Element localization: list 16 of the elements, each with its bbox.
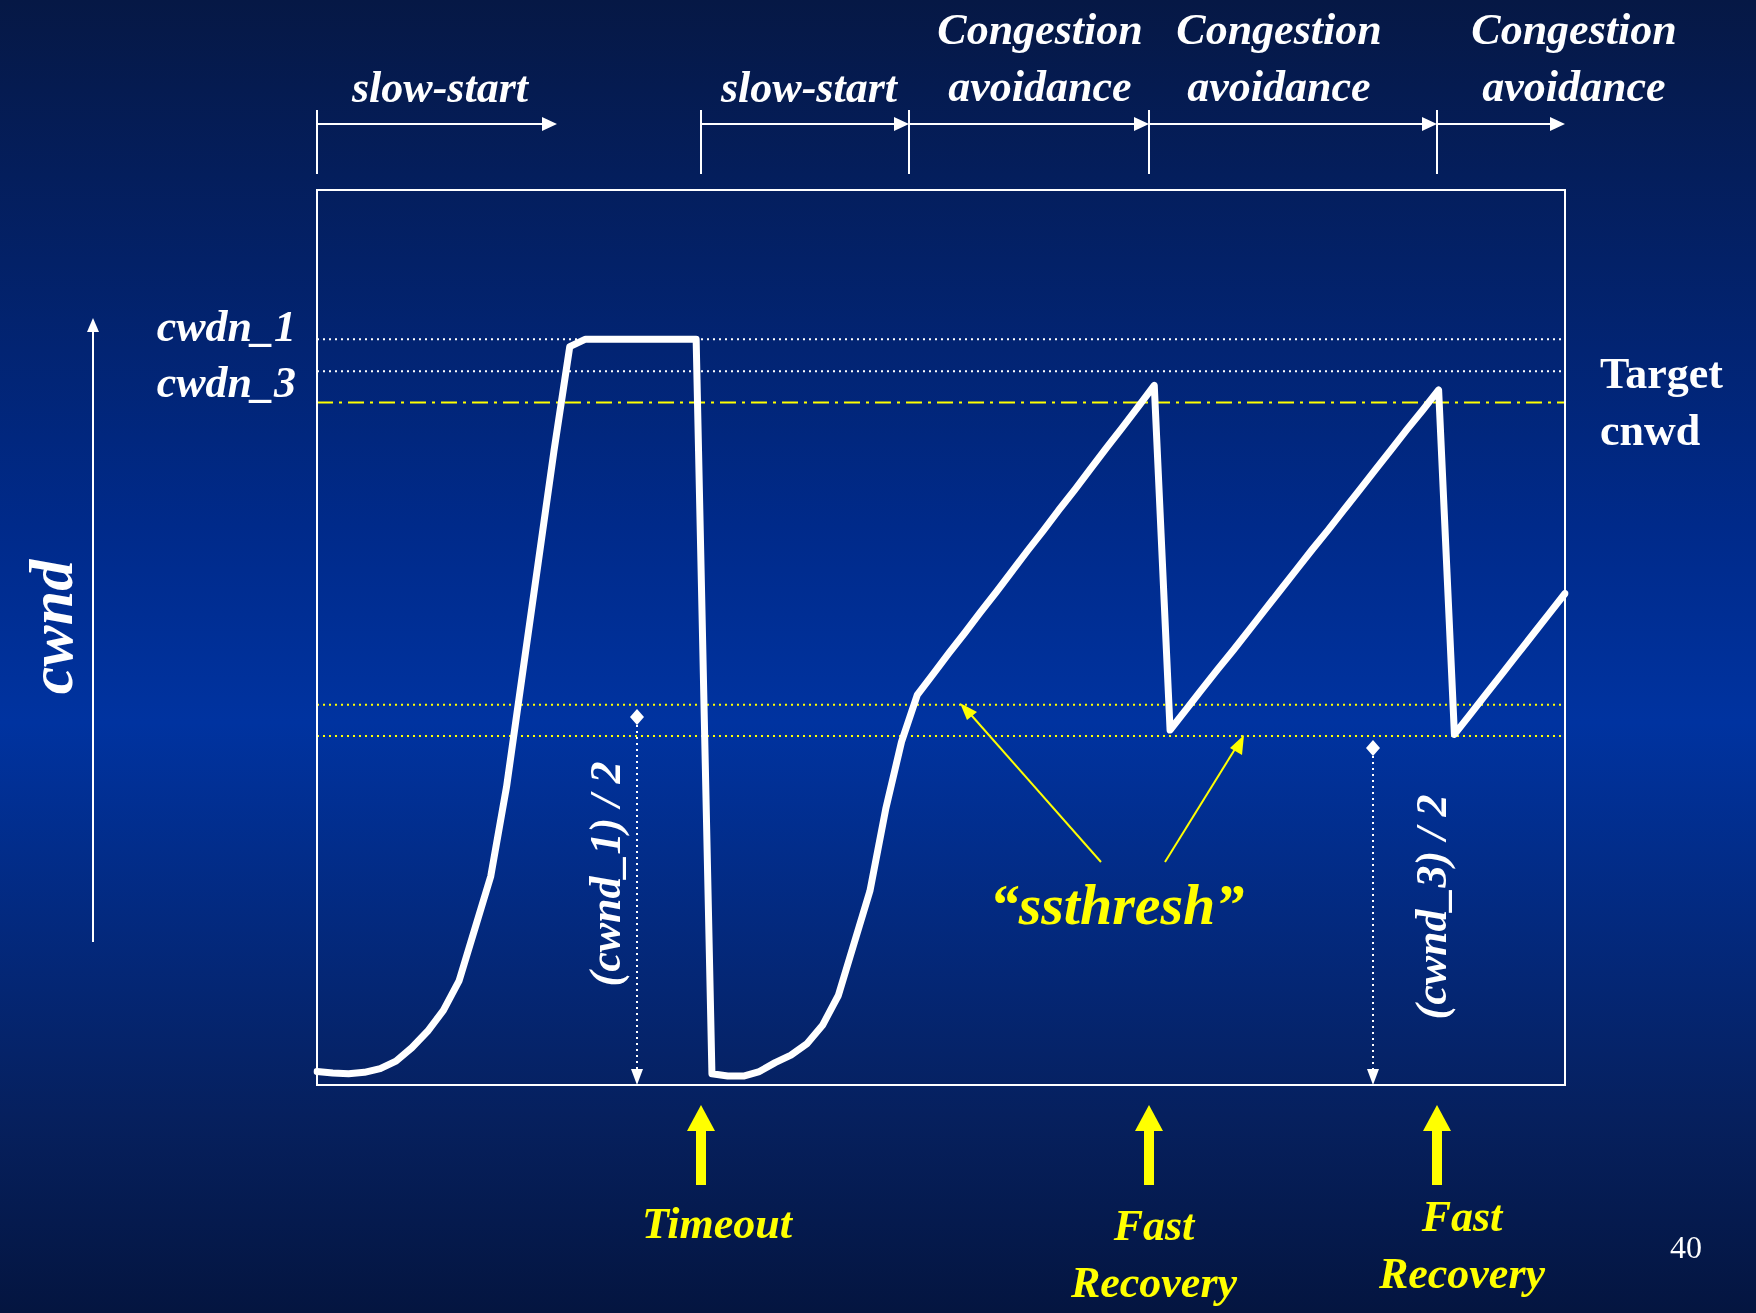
text: Congestion avoidance: [1175, 3, 1383, 113]
annotation: (cwnd_3) / 2: [1405, 794, 1457, 1020]
text: slow-start: [351, 61, 529, 114]
annotation: “ssthresh”: [989, 870, 1245, 939]
text: slow-start: [720, 61, 898, 114]
ref-line-label: cwdn_1: [156, 301, 296, 354]
text: Fast Recovery: [1377, 1190, 1547, 1300]
text: Congestion avoidance: [936, 3, 1144, 113]
text: Fast Recovery: [1069, 1199, 1239, 1309]
text: Congestion avoidance: [1470, 3, 1678, 113]
y-axis-title: cwnd: [16, 559, 87, 695]
annotation: (cwnd_1) / 2: [579, 761, 631, 987]
text: Timeout: [642, 1197, 792, 1250]
ref-line-label: Target cnwd: [1600, 347, 1725, 457]
text: 40: [1670, 1228, 1702, 1267]
ref-line-label: cwdn_3: [156, 356, 296, 409]
